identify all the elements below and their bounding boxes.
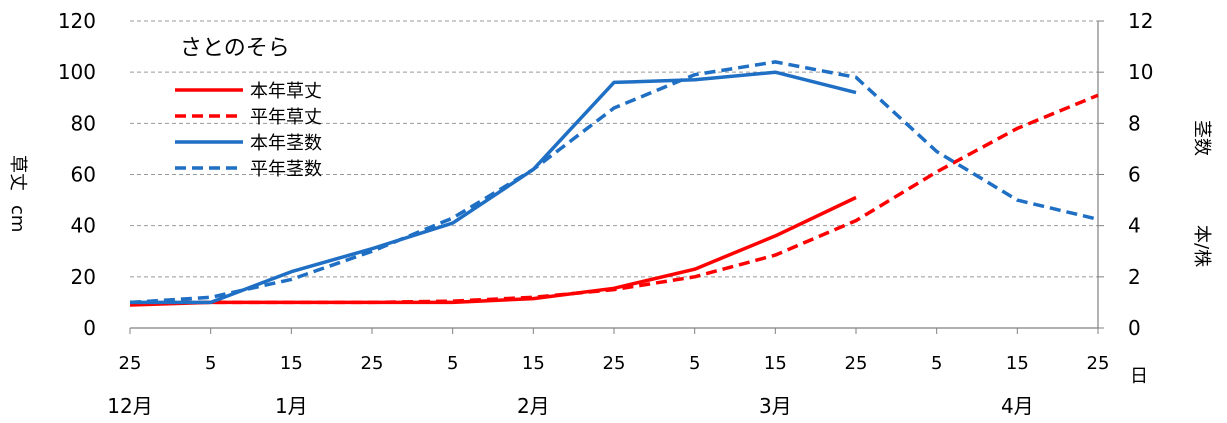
left-tick-label: 80 [71,111,96,135]
left-tick-label: 60 [71,163,96,187]
legend-entry: 本年茎数 [250,133,322,154]
series-line [130,93,1099,305]
series-line [129,195,857,307]
x-tick-label: 5 [689,353,700,374]
x-tick-label: 25 [845,353,868,374]
gridlines [130,20,1098,278]
right-tick-label: 12 [1128,9,1153,33]
x-tick-label: 25 [603,353,626,374]
x-tick-label: 5 [205,353,216,374]
right-tick-label: 4 [1128,214,1141,238]
left-axis-label-2: cm [7,205,28,232]
x-axis-month-labels: 12月 1月 2月 3月 4月 [107,394,1033,418]
x-tick-label: 15 [764,353,787,374]
month-label: 3月 [759,394,792,418]
series-line [129,60,1099,305]
right-axis-label-2: 本/株 [1191,225,1212,267]
month-label: 1月 [275,394,308,418]
left-axis-ticks: 0 20 40 60 80 100 120 [58,9,96,340]
x-tick-label: 15 [1006,353,1029,374]
legend-entry: 平年茎数 [250,159,322,180]
x-tick-label: 15 [280,353,303,374]
right-axis-ticks: 0 2 4 6 8 10 12 [1128,9,1153,340]
left-tick-label: 20 [71,265,96,289]
left-tick-label: 120 [58,9,96,33]
left-tick-label: 100 [58,60,96,84]
left-tick-label: 0 [83,316,96,340]
x-tick-label: 5 [447,353,458,374]
right-tick-label: 8 [1128,111,1141,135]
legend-entry: 平年草丈 [250,107,322,128]
x-tick-label: 15 [522,353,545,374]
right-tick-label: 2 [1128,265,1141,289]
legend-title: さとのそら [180,36,290,61]
x-tick-label: 25 [119,353,142,374]
month-label: 12月 [107,394,152,418]
legend-entry: 本年草丈 [250,81,322,102]
x-tick-label: 5 [931,353,942,374]
series-line [130,70,857,305]
data-series [129,60,1099,307]
left-axis-label-1: 草丈 [7,155,28,191]
right-tick-label: 10 [1128,60,1153,84]
x-tick-label: 25 [361,353,384,374]
x-axis-day-ticks: 25 5 15 25 5 15 25 5 15 25 5 15 25 [119,353,1110,374]
month-label: 2月 [517,394,550,418]
left-tick-label: 40 [71,214,96,238]
right-tick-label: 6 [1128,163,1141,187]
x-tick-label: 25 [1087,353,1110,374]
month-label: 4月 [1001,394,1034,418]
axes [129,20,1104,334]
x-axis-day-unit: 日 [1130,366,1148,387]
right-axis-label-1: 茎数 [1191,120,1212,156]
right-tick-label: 0 [1128,316,1141,340]
